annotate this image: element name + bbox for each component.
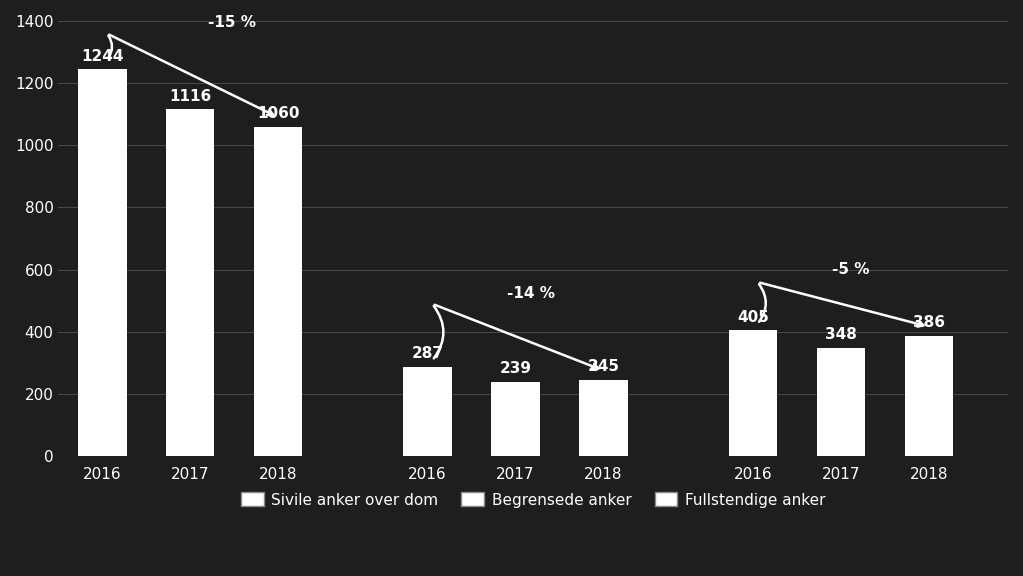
Bar: [78, 70, 127, 456]
Bar: [254, 127, 303, 456]
Text: -14 %: -14 %: [506, 286, 554, 301]
Text: 245: 245: [587, 359, 620, 374]
Text: 287: 287: [411, 346, 444, 361]
Text: -15 %: -15 %: [208, 16, 256, 31]
Text: 386: 386: [913, 316, 945, 331]
Legend: Sivile anker over dom, Begrensede anker, Fullstendige anker: Sivile anker over dom, Begrensede anker,…: [234, 486, 832, 514]
Bar: [728, 330, 777, 456]
Bar: [816, 348, 865, 456]
Bar: [579, 380, 628, 456]
Text: 1244: 1244: [81, 49, 124, 64]
Text: 348: 348: [825, 327, 857, 342]
Bar: [904, 336, 953, 456]
Text: 239: 239: [499, 361, 532, 376]
Text: 1060: 1060: [257, 106, 300, 121]
Bar: [491, 382, 540, 456]
Bar: [166, 109, 215, 456]
Text: 1116: 1116: [169, 89, 212, 104]
Text: -5 %: -5 %: [832, 262, 870, 278]
Bar: [403, 367, 452, 456]
Text: 405: 405: [737, 309, 769, 325]
